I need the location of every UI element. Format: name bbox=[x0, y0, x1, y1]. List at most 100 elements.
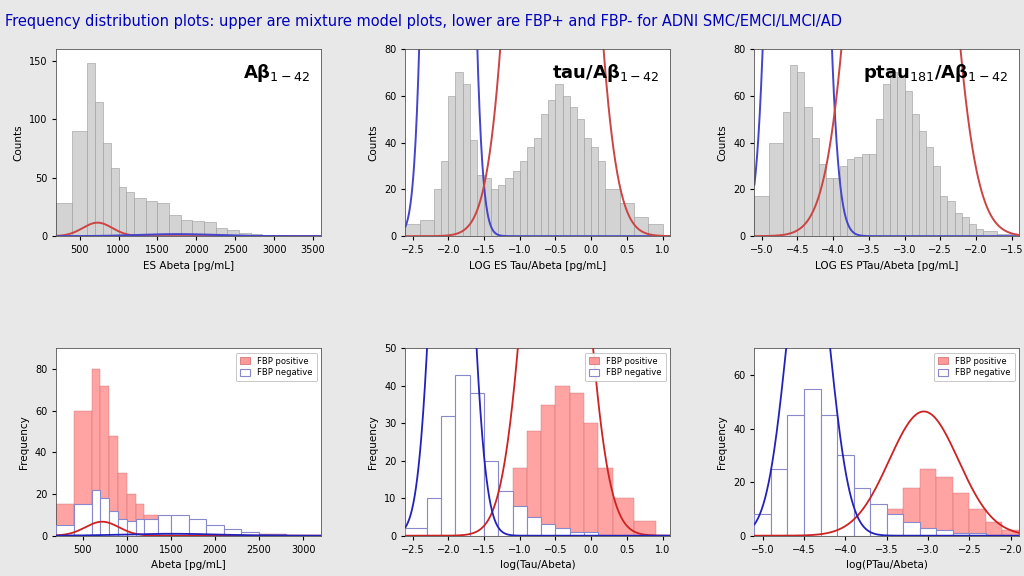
Bar bbox=[262, 235, 274, 236]
Bar bbox=[406, 528, 427, 536]
Bar bbox=[290, 235, 313, 236]
Bar bbox=[204, 222, 216, 236]
Bar bbox=[819, 164, 826, 236]
Bar bbox=[926, 147, 933, 236]
Bar bbox=[484, 461, 499, 536]
Bar bbox=[634, 218, 648, 236]
Bar bbox=[100, 386, 110, 536]
Bar bbox=[904, 91, 911, 236]
Bar bbox=[798, 73, 805, 236]
Bar bbox=[441, 524, 456, 536]
Bar bbox=[861, 154, 868, 236]
Bar bbox=[548, 100, 555, 236]
Bar bbox=[1002, 530, 1019, 536]
Bar bbox=[954, 213, 962, 236]
Bar bbox=[870, 503, 887, 536]
Legend: FBP positive, FBP negative: FBP positive, FBP negative bbox=[934, 353, 1015, 381]
Bar bbox=[940, 196, 947, 236]
Y-axis label: Frequency: Frequency bbox=[718, 415, 727, 469]
Bar bbox=[463, 84, 470, 236]
Bar bbox=[56, 203, 72, 236]
X-axis label: Abeta [pg/mL]: Abeta [pg/mL] bbox=[152, 560, 226, 570]
Bar bbox=[847, 159, 854, 236]
Y-axis label: Counts: Counts bbox=[369, 124, 379, 161]
Bar bbox=[158, 519, 171, 536]
Bar bbox=[970, 533, 986, 536]
Y-axis label: Counts: Counts bbox=[718, 124, 727, 161]
Bar bbox=[890, 73, 897, 236]
Bar bbox=[224, 532, 242, 536]
Bar bbox=[227, 230, 239, 236]
Bar bbox=[126, 192, 134, 236]
Bar bbox=[449, 96, 456, 236]
Bar bbox=[755, 530, 771, 536]
Bar bbox=[135, 505, 144, 536]
Bar bbox=[456, 73, 463, 236]
Bar bbox=[952, 493, 970, 536]
Bar bbox=[755, 514, 771, 536]
Bar bbox=[897, 77, 904, 236]
Bar bbox=[584, 138, 591, 236]
Bar bbox=[834, 177, 841, 236]
Bar bbox=[171, 525, 188, 536]
Bar bbox=[434, 190, 441, 236]
Text: Aβ$_{1-42}$: Aβ$_{1-42}$ bbox=[243, 62, 310, 84]
Bar bbox=[837, 514, 854, 536]
Bar bbox=[506, 177, 513, 236]
Bar bbox=[103, 143, 111, 236]
Bar bbox=[920, 469, 936, 536]
Y-axis label: Frequency: Frequency bbox=[369, 415, 379, 469]
Bar bbox=[216, 228, 227, 236]
Bar bbox=[499, 185, 506, 236]
Bar bbox=[555, 84, 562, 236]
Bar bbox=[598, 468, 612, 536]
Bar bbox=[936, 477, 952, 536]
Bar bbox=[513, 468, 527, 536]
Bar bbox=[820, 509, 837, 536]
X-axis label: log(Tau/Abeta): log(Tau/Abeta) bbox=[500, 560, 575, 570]
Bar bbox=[868, 154, 876, 236]
Bar bbox=[887, 509, 903, 536]
Bar bbox=[169, 215, 181, 236]
Bar bbox=[110, 511, 118, 536]
Bar bbox=[427, 528, 441, 536]
Bar bbox=[569, 108, 577, 236]
Bar bbox=[783, 112, 791, 236]
Bar bbox=[224, 529, 242, 536]
Bar bbox=[870, 522, 887, 536]
Bar bbox=[206, 525, 224, 536]
Bar bbox=[158, 515, 171, 536]
Text: ptau$_{181}$/Aβ$_{1-42}$: ptau$_{181}$/Aβ$_{1-42}$ bbox=[863, 62, 1009, 84]
Bar bbox=[74, 411, 91, 536]
Bar bbox=[605, 190, 620, 236]
Bar bbox=[527, 431, 541, 536]
Bar bbox=[933, 166, 940, 236]
Bar bbox=[562, 96, 569, 236]
X-axis label: LOG ES Tau/Abeta [pg/mL]: LOG ES Tau/Abeta [pg/mL] bbox=[469, 261, 606, 271]
Bar bbox=[110, 436, 118, 536]
X-axis label: LOG ES PTau/Abeta [pg/mL]: LOG ES PTau/Abeta [pg/mL] bbox=[815, 261, 958, 271]
Bar bbox=[826, 177, 834, 236]
Bar bbox=[787, 514, 804, 536]
Bar bbox=[771, 469, 787, 536]
Bar bbox=[274, 235, 290, 236]
Y-axis label: Frequency: Frequency bbox=[19, 415, 30, 469]
Bar bbox=[239, 233, 251, 236]
Bar bbox=[492, 190, 499, 236]
Bar bbox=[484, 177, 492, 236]
Bar bbox=[188, 528, 206, 536]
Bar bbox=[555, 386, 569, 536]
Y-axis label: Counts: Counts bbox=[13, 124, 24, 161]
Bar bbox=[634, 521, 655, 536]
Bar bbox=[584, 423, 598, 536]
Text: Frequency distribution plots: upper are mixture model plots, lower are FBP+ and : Frequency distribution plots: upper are … bbox=[5, 14, 842, 29]
Bar bbox=[903, 522, 920, 536]
Bar bbox=[456, 374, 470, 536]
Bar bbox=[56, 525, 74, 536]
Bar bbox=[171, 515, 188, 536]
Bar bbox=[541, 404, 555, 536]
Bar bbox=[569, 393, 584, 536]
Bar bbox=[144, 515, 158, 536]
Bar bbox=[513, 170, 520, 236]
Legend: FBP positive, FBP negative: FBP positive, FBP negative bbox=[585, 353, 666, 381]
